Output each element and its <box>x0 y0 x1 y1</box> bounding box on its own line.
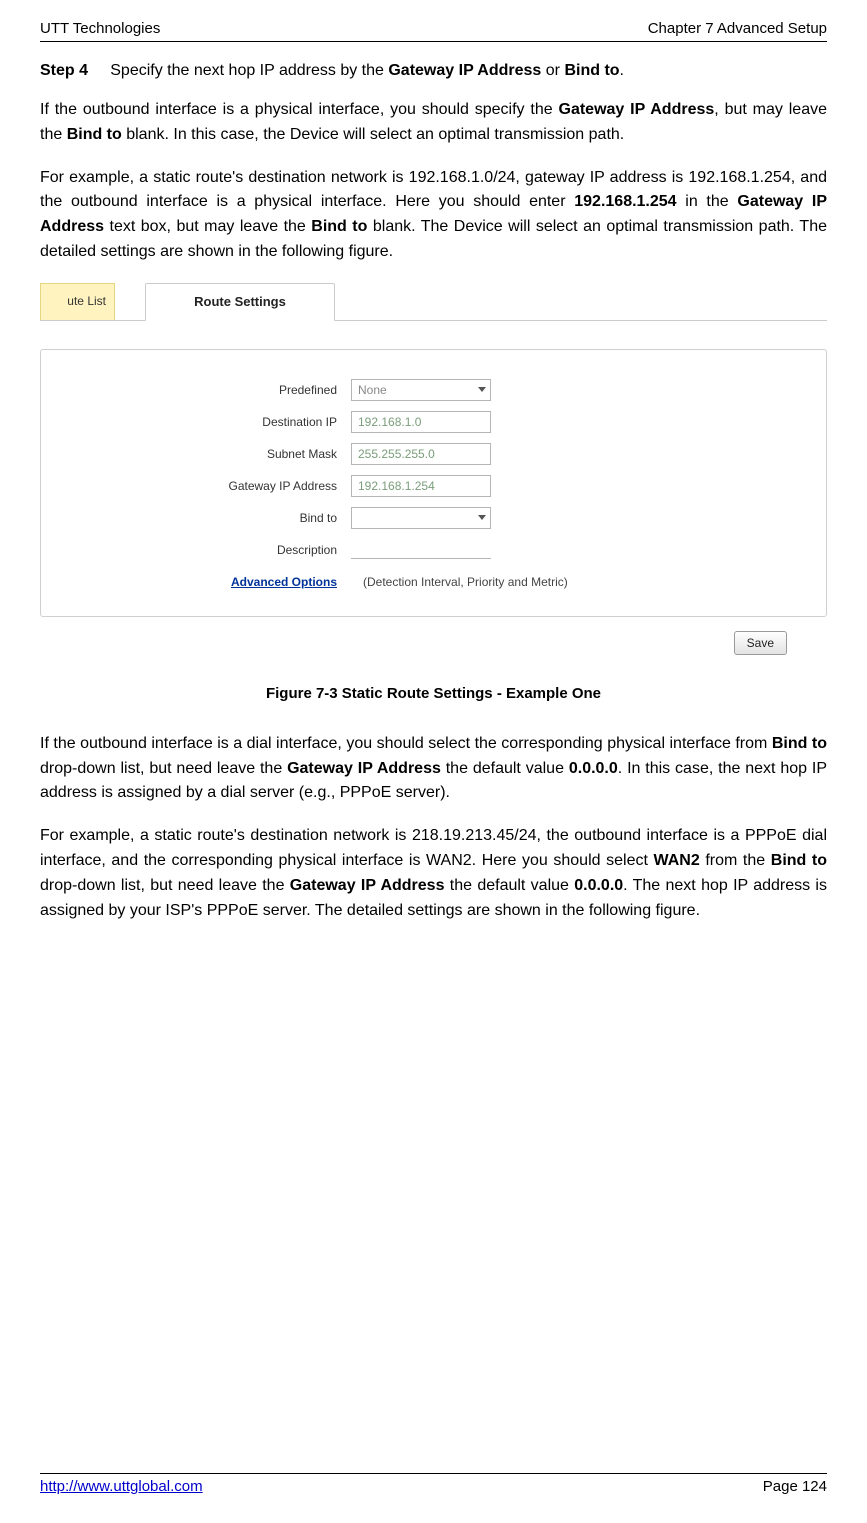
header-divider <box>40 41 827 42</box>
input-destination-ip[interactable]: 192.168.1.0 <box>351 411 491 433</box>
chevron-down-icon <box>478 387 486 392</box>
p2-s3: text box, but may leave the <box>104 218 311 235</box>
tab-route-list[interactable]: ute List <box>40 283 115 320</box>
select-predefined-value: None <box>358 383 387 397</box>
label-subnet-mask: Subnet Mask <box>51 447 351 461</box>
tab-bar: ute List Route Settings <box>40 283 827 321</box>
p3-s3: the default value <box>441 760 569 777</box>
step-text-2: or <box>541 62 564 79</box>
footer-page-number: Page 124 <box>763 1478 827 1495</box>
label-description: Description <box>51 543 351 557</box>
p4-b1: WAN2 <box>654 852 700 869</box>
p4-s3: drop-down list, but need leave the <box>40 877 290 894</box>
figure-caption: Figure 7-3 Static Route Settings - Examp… <box>40 685 827 702</box>
p3-b3: 0.0.0.0 <box>569 760 618 777</box>
p3-b2: Gateway IP Address <box>287 760 441 777</box>
step-label: Step 4 <box>40 62 88 79</box>
row-gateway-ip: Gateway IP Address 192.168.1.254 <box>51 470 816 502</box>
input-destination-ip-value: 192.168.1.0 <box>358 415 421 429</box>
p4-s4: the default value <box>444 877 574 894</box>
step-bold-1: Gateway IP Address <box>388 62 541 79</box>
p2-b1: 192.168.1.254 <box>574 193 676 210</box>
step-text-1: Specify the next hop IP address by the <box>110 62 388 79</box>
row-advanced-options: Advanced Options (Detection Interval, Pr… <box>51 566 816 598</box>
paragraph-1: If the outbound interface is a physical … <box>40 98 827 148</box>
chevron-down-icon <box>478 515 486 520</box>
p4-b3: Gateway IP Address <box>290 877 445 894</box>
input-subnet-mask-value: 255.255.255.0 <box>358 447 435 461</box>
page-header: UTT Technologies Chapter 7 Advanced Setu… <box>40 20 827 37</box>
paragraph-3: If the outbound interface is a dial inte… <box>40 732 827 806</box>
paragraph-4: For example, a static route's destinatio… <box>40 824 827 923</box>
p1-s3: blank. In this case, the Device will sel… <box>122 126 624 143</box>
footer-divider <box>40 1473 827 1474</box>
save-button[interactable]: Save <box>734 631 787 655</box>
p4-b2: Bind to <box>771 852 827 869</box>
link-advanced-options[interactable]: Advanced Options <box>51 575 351 589</box>
input-description[interactable] <box>351 541 491 559</box>
footer-url[interactable]: http://www.uttglobal.com <box>40 1478 203 1495</box>
p3-s1: If the outbound interface is a dial inte… <box>40 735 772 752</box>
input-subnet-mask[interactable]: 255.255.255.0 <box>351 443 491 465</box>
row-description: Description <box>51 534 816 566</box>
p3-b1: Bind to <box>772 735 827 752</box>
p4-b4: 0.0.0.0 <box>574 877 623 894</box>
header-right: Chapter 7 Advanced Setup <box>648 20 827 37</box>
figure-1: ute List Route Settings Predefined None … <box>40 283 827 655</box>
label-destination-ip: Destination IP <box>51 415 351 429</box>
p2-b3: Bind to <box>311 218 367 235</box>
step-bold-2: Bind to <box>564 62 619 79</box>
p4-s2: from the <box>700 852 771 869</box>
label-gateway-ip: Gateway IP Address <box>51 479 351 493</box>
select-predefined[interactable]: None <box>351 379 491 401</box>
page-footer: http://www.uttglobal.com Page 124 <box>40 1473 827 1495</box>
tab-route-settings-label: Route Settings <box>194 294 286 309</box>
step-4-line: Step 4 Specify the next hop IP address b… <box>40 62 827 80</box>
save-row: Save <box>40 617 827 655</box>
label-bind-to: Bind to <box>51 511 351 525</box>
save-button-label: Save <box>747 636 774 650</box>
p2-s2: in the <box>677 193 738 210</box>
advanced-options-note: (Detection Interval, Priority and Metric… <box>351 575 568 589</box>
tab-route-list-label: ute List <box>67 294 106 308</box>
select-bind-to[interactable] <box>351 507 491 529</box>
tab-route-settings[interactable]: Route Settings <box>145 283 335 321</box>
label-predefined: Predefined <box>51 383 351 397</box>
row-destination-ip: Destination IP 192.168.1.0 <box>51 406 816 438</box>
row-subnet-mask: Subnet Mask 255.255.255.0 <box>51 438 816 470</box>
row-predefined: Predefined None <box>51 374 816 406</box>
p1-b1: Gateway IP Address <box>559 101 715 118</box>
input-gateway-ip-value: 192.168.1.254 <box>358 479 435 493</box>
route-settings-panel: Predefined None Destination IP 192.168.1… <box>40 349 827 617</box>
header-left: UTT Technologies <box>40 20 160 37</box>
p1-s1: If the outbound interface is a physical … <box>40 101 559 118</box>
step-text-3: . <box>620 62 624 79</box>
p1-b2: Bind to <box>67 126 122 143</box>
paragraph-2: For example, a static route's destinatio… <box>40 166 827 265</box>
p3-s2: drop-down list, but need leave the <box>40 760 287 777</box>
row-bind-to: Bind to <box>51 502 816 534</box>
input-gateway-ip[interactable]: 192.168.1.254 <box>351 475 491 497</box>
